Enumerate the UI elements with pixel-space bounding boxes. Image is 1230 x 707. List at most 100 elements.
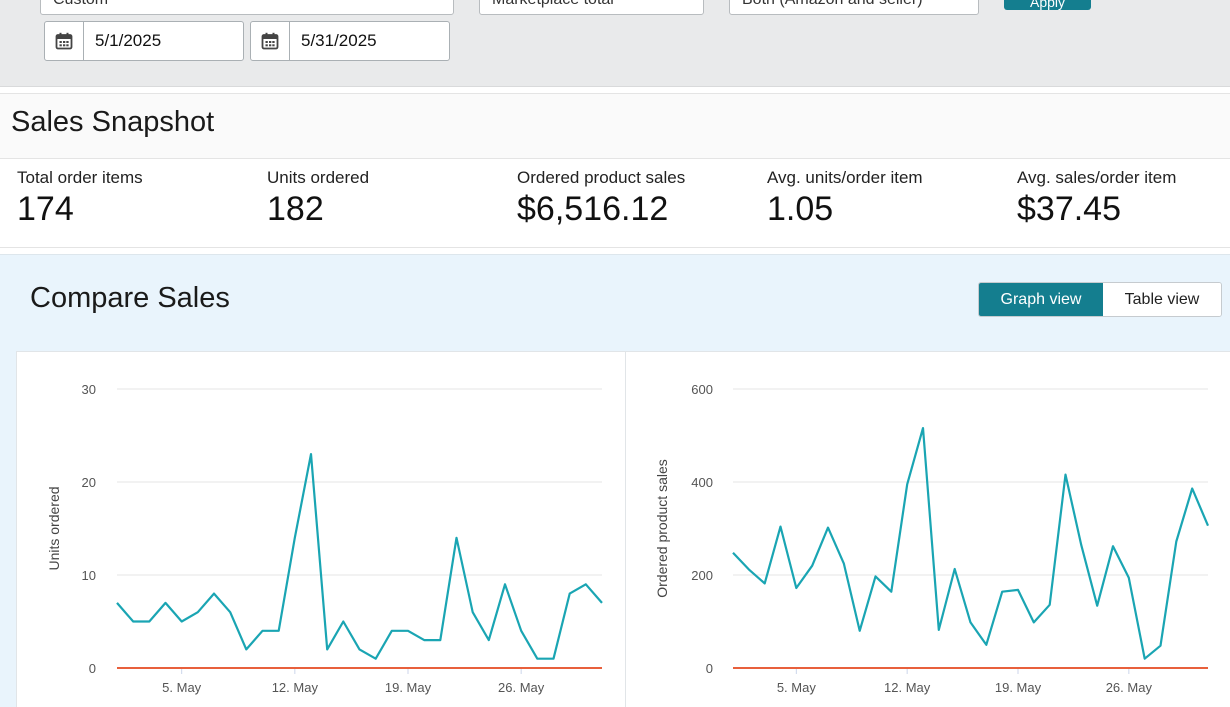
data-point[interactable] [952,566,957,571]
y-tick-label: 600 [691,382,713,397]
data-point[interactable] [1031,620,1036,625]
data-point[interactable] [1000,589,1005,594]
data-point[interactable] [1158,643,1163,648]
sales-snapshot-header: Sales Snapshot [0,93,1230,159]
fulfillment-select[interactable]: Both (Amazon and seller) [729,0,979,15]
end-date-field[interactable]: 5/31/2025 [250,21,450,61]
data-point[interactable] [1079,543,1084,548]
apply-button[interactable]: Apply [1004,0,1091,10]
start-date-value[interactable]: 5/1/2025 [95,31,162,50]
series-line[interactable] [732,426,1210,660]
data-point[interactable] [195,610,200,615]
data-point[interactable] [921,426,926,431]
data-point[interactable] [567,591,572,596]
data-point[interactable] [841,561,846,566]
data-point[interactable] [810,563,815,568]
data-point[interactable] [551,656,556,661]
data-point[interactable] [244,647,249,652]
data-point[interactable] [826,525,831,530]
start-date-field[interactable]: 5/1/2025 [44,21,244,61]
data-point[interactable] [968,620,973,625]
y-tick-label: 400 [691,475,713,490]
data-point[interactable] [292,535,297,540]
data-point[interactable] [486,638,491,643]
data-point[interactable] [794,586,799,591]
data-point[interactable] [1095,603,1100,608]
data-point[interactable] [228,610,233,615]
data-point[interactable] [1047,602,1052,607]
x-tick-label: 19. May [995,680,1042,695]
data-point[interactable] [873,574,878,579]
table-view-button[interactable]: Table view [1103,283,1221,316]
data-point[interactable] [212,591,217,596]
data-point[interactable] [1126,575,1131,580]
view-toggle: Graph view Table view [978,282,1222,317]
marketplace-select[interactable]: Marketplace total [479,0,704,15]
data-point[interactable] [905,482,910,487]
series-line[interactable] [116,452,603,660]
data-point[interactable] [936,627,941,632]
x-tick-label: 19. May [385,680,432,695]
y-tick-label: 200 [691,568,713,583]
data-point[interactable] [163,600,168,605]
data-point[interactable] [778,524,783,529]
metric-value: 174 [17,190,74,228]
data-point[interactable] [406,628,411,633]
x-tick-label: 26. May [1106,680,1153,695]
x-tick-label: 5. May [777,680,817,695]
data-point[interactable] [857,628,862,633]
y-tick-label: 30 [82,382,96,397]
data-point[interactable] [746,567,751,572]
data-point[interactable] [341,619,346,624]
data-point[interactable] [1142,656,1147,661]
data-point[interactable] [470,610,475,615]
y-axis-label: Units ordered [46,486,62,570]
data-point[interactable] [600,600,605,605]
data-point[interactable] [357,647,362,652]
data-point[interactable] [1190,486,1195,491]
data-point[interactable] [147,619,152,624]
data-point[interactable] [984,642,989,647]
x-tick-label: 5. May [162,680,202,695]
data-point[interactable] [325,647,330,652]
data-point[interactable] [422,638,427,643]
data-point[interactable] [519,628,524,633]
data-point[interactable] [1206,523,1211,528]
data-point[interactable] [131,619,136,624]
metric-label: Units ordered [267,168,370,187]
data-point[interactable] [179,619,184,624]
metric-label: Total order items [17,168,143,187]
data-point[interactable] [309,452,314,457]
data-point[interactable] [1111,544,1116,549]
data-point[interactable] [389,628,394,633]
metric-label: Avg. sales/order item [1017,168,1177,187]
date-range-select[interactable]: Custom [40,0,454,15]
metric-units-ordered: Units ordered 182 [267,168,369,229]
data-point[interactable] [731,550,736,555]
data-point[interactable] [115,600,120,605]
calendar-icon[interactable] [45,22,84,60]
data-point[interactable] [373,656,378,661]
y-tick-label: 20 [82,475,96,490]
y-tick-label: 0 [706,661,713,676]
data-point[interactable] [1016,587,1021,592]
data-point[interactable] [276,628,281,633]
compare-sales-title: Compare Sales [30,282,230,314]
data-point[interactable] [1063,472,1068,477]
data-point[interactable] [260,628,265,633]
data-point[interactable] [503,582,508,587]
data-point[interactable] [583,582,588,587]
metric-value: 182 [267,190,324,228]
end-date-value[interactable]: 5/31/2025 [301,31,377,50]
data-point[interactable] [535,656,540,661]
metric-label: Avg. units/order item [767,168,923,187]
calendar-icon[interactable] [251,22,290,60]
data-point[interactable] [1174,539,1179,544]
filter-bar: Custom Marketplace total Both (Amazon an… [0,0,1230,87]
data-point[interactable] [889,589,894,594]
data-point[interactable] [454,535,459,540]
graph-view-button[interactable]: Graph view [979,283,1103,316]
metric-value: $6,516.12 [517,190,669,228]
data-point[interactable] [438,638,443,643]
data-point[interactable] [762,581,767,586]
